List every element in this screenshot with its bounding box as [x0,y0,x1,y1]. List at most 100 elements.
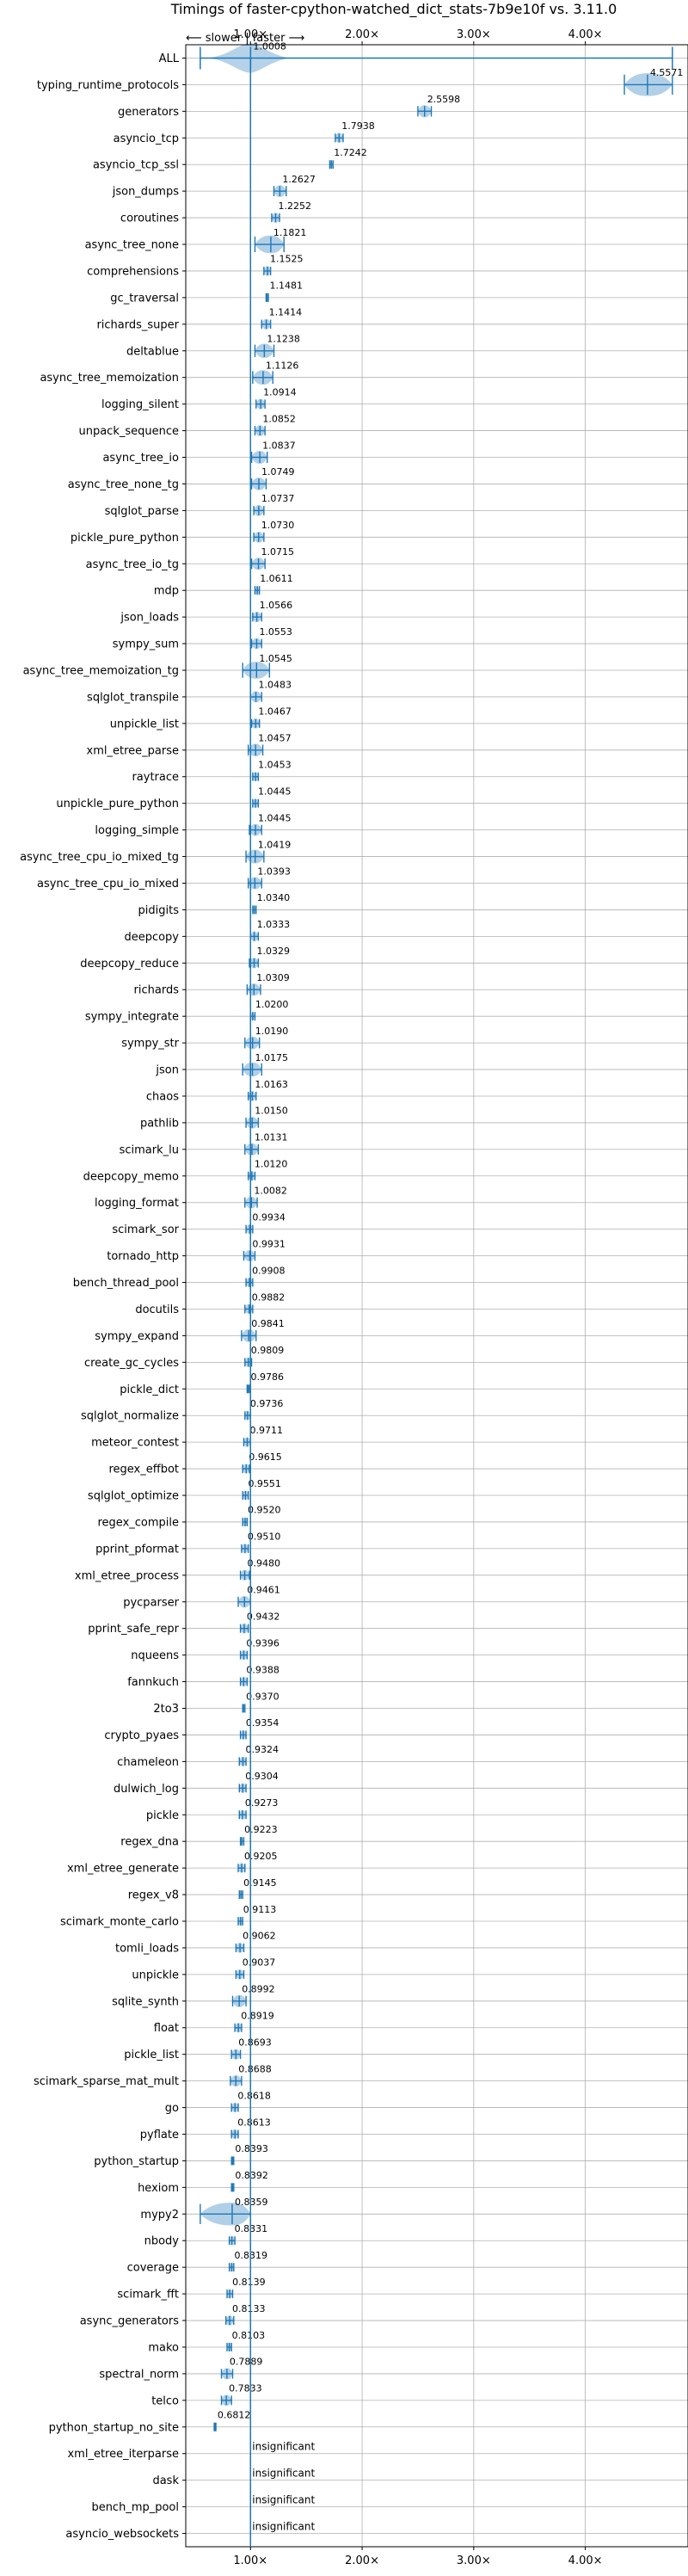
benchmark-label: async_tree_none [85,239,179,252]
benchmark-label: 2to3 [153,1703,179,1716]
benchmark-label: unpickle_list [110,718,179,730]
benchmark-label: async_tree_io_tg [86,558,179,571]
value-label: 1.0163 [255,1079,288,1090]
value-label: 1.1238 [267,334,300,345]
benchmark-label: deepcopy_memo [83,1170,179,1183]
value-label: 0.9736 [250,1398,284,1409]
value-label: 1.1481 [269,280,303,292]
value-label: 0.9113 [243,1904,277,1915]
value-label: 0.9145 [243,1877,277,1889]
benchmark-label: python_startup_no_site [49,2421,179,2434]
benchmark-label: deepcopy [124,931,179,944]
value-label: 1.2627 [282,174,316,185]
benchmark-label: asyncio_tcp_ssl [93,159,179,172]
value-label: 0.9205 [244,1851,278,1862]
value-label: 1.7938 [341,120,375,132]
benchmark-label: create_gc_cycles [84,1357,179,1370]
benchmark-label: sqlglot_transpile [87,691,179,704]
value-label: 1.0467 [258,706,292,718]
value-label: 0.8133 [232,2303,266,2314]
benchmark-label: raytrace [132,771,179,784]
x-tick-label-top: 1.00× [233,28,267,41]
benchmark-label: pyflate [140,2129,179,2142]
benchmark-label: scimark_sor [112,1223,179,1236]
value-label: 1.0749 [261,466,295,478]
value-label: 0.8992 [242,1984,275,1995]
benchmark-label: fannkuch [127,1676,179,1689]
value-label: 1.0419 [258,839,292,850]
benchmark-label: async_tree_memoization [40,372,179,385]
benchmark-label: pickle_list [124,2049,179,2061]
value-label: 0.8688 [238,2063,272,2074]
value-label: 0.8359 [235,2197,268,2208]
benchmark-label: bench_mp_pool [91,2501,179,2514]
value-label: 4.5571 [650,67,684,78]
value-label: 0.9461 [247,1585,280,1596]
benchmark-label: sqlglot_normalize [81,1410,179,1423]
value-label: 1.0131 [255,1132,288,1143]
benchmark-label: scimark_lu [120,1143,179,1156]
value-label: 0.7833 [229,2383,262,2394]
benchmark-label: bench_thread_pool [73,1277,179,1290]
benchmark-label: sympy_str [121,1038,179,1051]
benchmark-label: coroutines [120,213,179,225]
value-label: 1.0457 [258,733,292,744]
value-label: 0.9809 [251,1345,285,1356]
benchmark-label: nbody [144,2235,180,2248]
value-label: 0.9396 [246,1637,280,1649]
benchmark-label: xml_etree_generate [67,1863,179,1876]
insignificant-label: insignificant [252,2521,315,2533]
value-label: 0.8919 [241,2011,274,2022]
value-label: 0.9786 [250,1371,284,1383]
benchmark-label: pycparser [123,1596,179,1609]
value-label: 1.0852 [262,413,296,424]
value-label: 0.7889 [230,2357,263,2368]
benchmark-label: xml_etree_process [75,1569,179,1582]
value-label: 1.0200 [255,999,289,1010]
benchmark-label: comprehensions [87,265,179,278]
benchmark-label: telco [151,2394,179,2407]
benchmark-label: chaos [146,1090,179,1103]
benchmark-label: mako [148,2341,179,2354]
benchmark-label: json_loads [120,612,179,625]
benchmark-label: sympy_sum [113,638,179,651]
benchmark-label: spectral_norm [99,2368,179,2381]
value-label: 1.0190 [255,1026,289,1037]
benchmark-label: async_tree_cpu_io_mixed [37,878,179,891]
value-label: 1.0309 [256,972,290,983]
value-label: 1.0483 [259,680,292,691]
benchmark-label: regex_v8 [128,1889,179,1902]
value-label: 0.9273 [245,1797,279,1809]
x-tick-label-bottom: 3.00× [457,2554,491,2567]
benchmark-label: go [165,2102,179,2115]
value-label: 1.0150 [255,1106,288,1117]
value-label: 1.0715 [261,546,295,558]
benchmark-label: logging_silent [101,398,179,411]
value-label: 1.0566 [260,600,293,611]
value-label: 0.8393 [235,2143,268,2154]
benchmark-label: regex_effbot [108,1464,179,1476]
benchmark-label: scimark_monte_carlo [60,1916,179,1929]
benchmark-label: regex_compile [97,1516,179,1529]
benchmark-label: deltablue [126,345,179,358]
value-label: 0.9354 [246,1717,280,1729]
value-label: 0.9931 [252,1238,286,1249]
value-label: 1.1126 [266,360,299,371]
value-label: 1.2252 [278,200,311,212]
benchmark-label: sqlite_synth [112,1995,179,2008]
value-label: 1.0445 [258,812,292,823]
benchmark-label: nqueens [131,1649,179,1662]
benchmark-label: async_tree_io [102,452,179,465]
value-label: 0.9551 [248,1478,281,1489]
benchmark-label: crypto_pyaes [104,1729,179,1742]
value-label: 0.8613 [237,2117,271,2128]
benchmark-label: dask [152,2474,179,2487]
benchmark-label: async_tree_cpu_io_mixed_tg [20,851,179,864]
value-label: 1.0545 [259,653,292,664]
benchmark-label: pickle_dict [120,1384,179,1396]
benchmark-label: meteor_contest [91,1437,179,1450]
value-label: 0.9711 [250,1425,284,1436]
value-label: 1.1525 [270,254,304,265]
